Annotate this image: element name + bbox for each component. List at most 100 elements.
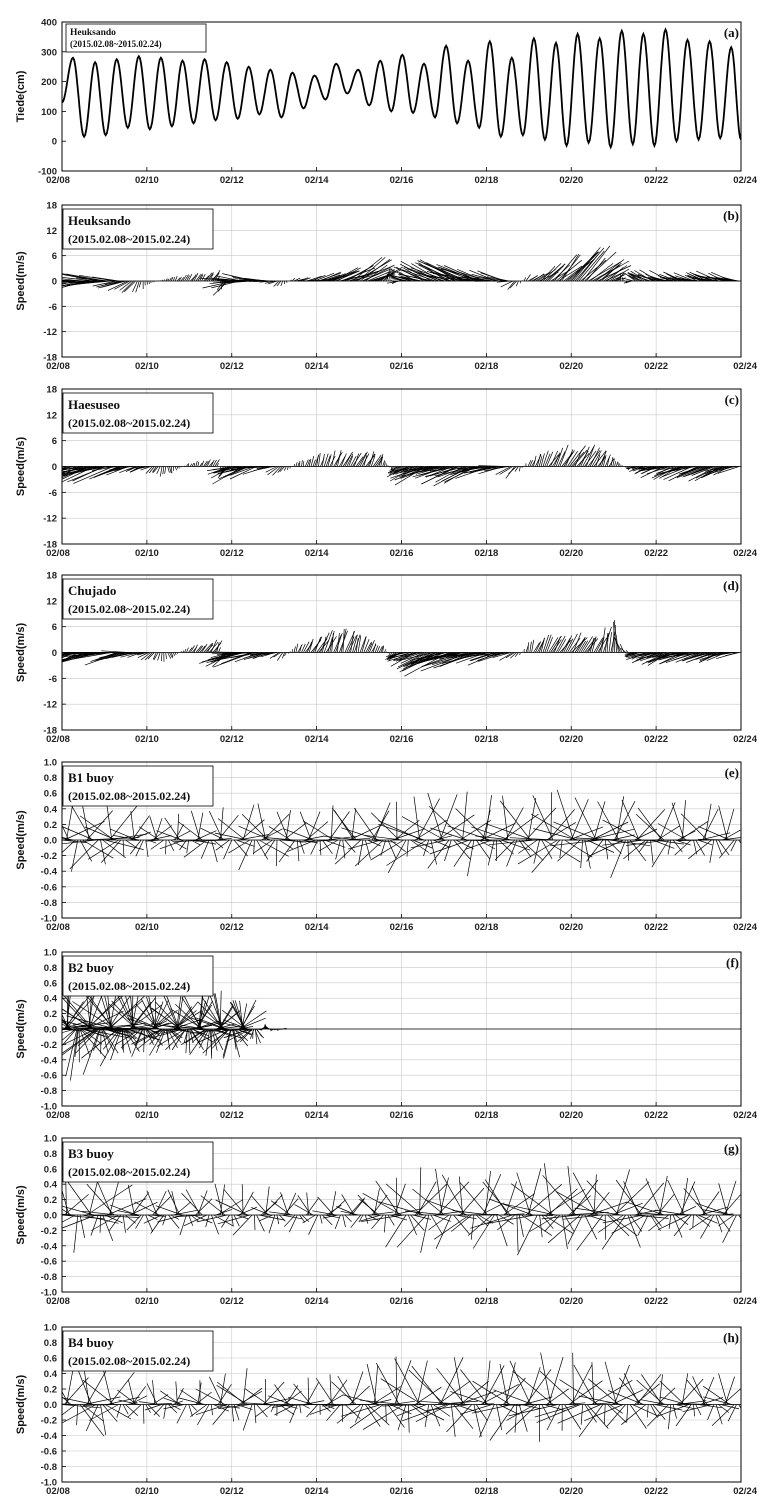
- vector-stick: [226, 1028, 252, 1042]
- y-tick-label: 12: [46, 596, 57, 607]
- vector-stick: [433, 652, 479, 669]
- vector-stick: [667, 839, 672, 855]
- vector-stick: [217, 1381, 246, 1405]
- vector-stick: [420, 1214, 430, 1253]
- vector-stick: [357, 1194, 377, 1216]
- x-tick-label: 02/18: [474, 361, 498, 372]
- vector-stick: [163, 1404, 185, 1410]
- vector-stick: [668, 466, 698, 482]
- vector-stick: [498, 1214, 514, 1225]
- x-tick-label: 02/14: [305, 361, 329, 372]
- vector-stick: [384, 461, 386, 467]
- vector-stick: [152, 652, 157, 660]
- vector-stick: [589, 1402, 614, 1405]
- vector-stick: [297, 462, 300, 467]
- vector-stick: [62, 1397, 94, 1405]
- vector-stick: [203, 460, 208, 467]
- vector-stick: [182, 274, 187, 282]
- vector-stick: [326, 1394, 344, 1405]
- vector-stick: [382, 1404, 425, 1407]
- x-tick-label: 02/14: [305, 922, 329, 933]
- vector-stick: [659, 1175, 668, 1216]
- vector-stick: [206, 652, 242, 664]
- vector-stick: [632, 466, 647, 470]
- vector-stick: [459, 1404, 493, 1415]
- x-tick-label: 02/14: [305, 548, 329, 559]
- vector-stick: [255, 1028, 258, 1045]
- y-tick-label: -0.4: [41, 1431, 58, 1442]
- vector-stick: [127, 652, 142, 658]
- vector-stick: [429, 839, 470, 855]
- x-tick-label: 02/18: [474, 175, 498, 186]
- vector-stick: [328, 811, 350, 841]
- vector-stick: [164, 817, 180, 841]
- vector-stick: [102, 1028, 120, 1050]
- vector-stick: [319, 839, 339, 852]
- vector-stick: [591, 1362, 595, 1405]
- vector-stick: [163, 1404, 167, 1419]
- vector-stick: [562, 1214, 601, 1220]
- vector-stick: [604, 633, 609, 653]
- vector-stick: [626, 1404, 629, 1423]
- vector-stick: [293, 1383, 312, 1405]
- vector-stick: [652, 1214, 662, 1227]
- vector-stick: [197, 1382, 202, 1405]
- vector-stick: [179, 1214, 187, 1236]
- vector-stick: [441, 1174, 466, 1216]
- vector-stick: [62, 1028, 76, 1041]
- vector-stick: [572, 1352, 574, 1405]
- vector-stick: [279, 839, 293, 850]
- vector-stick: [548, 637, 559, 653]
- vector-stick: [498, 839, 514, 855]
- vector-stick: [369, 1211, 394, 1216]
- vector-stick: [256, 466, 276, 469]
- vector-stick: [267, 466, 280, 476]
- vector-stick: [396, 1404, 427, 1417]
- vector-stick: [222, 1028, 232, 1057]
- vector-stick: [314, 272, 335, 282]
- vector-stick: [196, 1404, 210, 1426]
- vector-stick: [151, 1028, 183, 1033]
- y-axis-label: Speed(m/s): [15, 810, 27, 870]
- vector-stick: [208, 461, 214, 467]
- vector-stick: [334, 1214, 341, 1230]
- y-tick-label: 0.8: [44, 1149, 57, 1160]
- x-tick-label: 02/08: [46, 175, 70, 186]
- vector-stick: [415, 262, 457, 282]
- vector-stick: [363, 455, 368, 467]
- vector-stick: [62, 1188, 70, 1216]
- vector-stick: [565, 449, 574, 467]
- vector-stick: [571, 1179, 599, 1216]
- legend-period: (2015.02.08~2015.02.24): [68, 789, 190, 803]
- vector-stick: [657, 1214, 690, 1231]
- vector-stick: [211, 1028, 218, 1051]
- vector-stick: [295, 462, 298, 467]
- vector-stick: [337, 633, 340, 653]
- vector-stick: [321, 636, 327, 653]
- x-tick-label: 02/24: [733, 734, 757, 745]
- vector-stick: [327, 270, 356, 282]
- vector-stick: [349, 824, 383, 841]
- y-axis-label: Speed(m/s): [15, 999, 27, 1059]
- vector-stick: [650, 1214, 661, 1232]
- vector-stick: [675, 1404, 692, 1427]
- y-tick-label: 6: [52, 251, 57, 262]
- y-tick-label: 0.4: [44, 994, 58, 1005]
- x-tick-label: 02/24: [733, 548, 757, 559]
- vector-stick: [380, 1378, 423, 1405]
- vector-stick: [215, 1208, 233, 1216]
- vector-stick: [529, 460, 533, 467]
- vector-stick: [252, 839, 273, 854]
- vector-stick: [639, 466, 662, 469]
- vector-stick: [143, 1214, 162, 1224]
- y-tick-label: 1.0: [44, 1134, 57, 1145]
- vector-stick: [211, 1028, 231, 1043]
- vector-stick: [304, 1400, 325, 1405]
- vector-stick: [137, 652, 149, 658]
- vector-stick: [179, 839, 187, 851]
- vector-stick: [62, 466, 87, 479]
- vector-stick: [145, 839, 149, 858]
- vector-stick: [738, 1404, 741, 1409]
- vector-stick: [352, 634, 358, 653]
- vector-stick: [427, 792, 443, 841]
